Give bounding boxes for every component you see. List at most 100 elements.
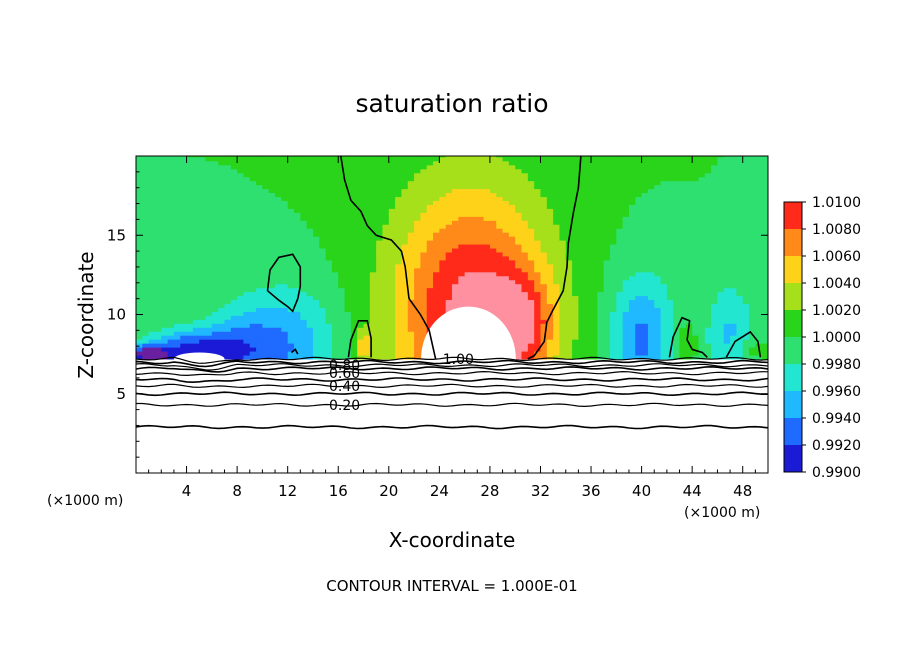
heatmap-cell [597,287,605,293]
heatmap-cell [148,255,156,261]
heatmap-cell [414,295,421,301]
heatmap-cell [376,343,384,348]
heatmap-cell [546,255,554,261]
heatmap-cell [502,232,510,237]
heatmap-cell [679,164,687,170]
heatmap-cell [344,259,352,265]
heatmap-cell [230,354,238,360]
heatmap-cell [515,303,523,308]
heatmap-cell [167,279,175,285]
heatmap-cell [521,164,529,170]
heatmap-cell [338,196,346,201]
heatmap-cell [268,335,276,340]
heatmap-cell [186,263,194,269]
heatmap-cell [161,208,169,213]
heatmap-cell [515,184,523,190]
heatmap-cell [534,327,542,332]
heatmap-cell [679,331,687,336]
heatmap-cell [742,323,750,328]
heatmap-cell [685,243,693,249]
heatmap-cell [338,204,346,209]
heatmap-cell [534,216,542,221]
heatmap-cell [584,180,592,186]
heatmap-cell [180,263,188,269]
heatmap-cell [312,192,320,198]
heatmap-cell [369,267,377,273]
heatmap-cell [616,339,624,344]
heatmap-cell [553,180,561,186]
heatmap-cell [306,335,314,340]
heatmap-cell [287,196,295,201]
heatmap-cell [218,164,226,170]
heatmap-cell [698,216,706,221]
heatmap-cell [161,339,169,344]
heatmap-cell [414,291,421,297]
heatmap-cell [591,287,598,293]
heatmap-cell [382,323,390,328]
heatmap-cell [275,279,282,285]
heatmap-cell [300,243,308,249]
heatmap-cell [477,196,485,201]
heatmap-cell [205,303,213,308]
heatmap-cell [148,192,156,198]
heatmap-cell [749,188,756,194]
heatmap-cell [452,172,459,178]
heatmap-cell [192,255,200,261]
heatmap-cell [736,220,744,225]
heatmap-cell [167,346,175,352]
heatmap-cell [546,196,554,201]
heatmap-cell [730,323,737,328]
heatmap-cell [749,283,756,289]
heatmap-cell [173,307,181,312]
heatmap-cell [742,240,750,245]
heatmap-cell [439,259,447,265]
heatmap-cell [420,323,428,328]
heatmap-cell [553,295,561,301]
heatmap-cell [673,335,681,340]
heatmap-cell [192,331,200,336]
heatmap-cell [742,224,750,229]
heatmap-cell [407,243,415,249]
heatmap-cell [749,184,756,190]
heatmap-cell [369,271,377,277]
heatmap-cell [395,279,403,285]
heatmap-cell [641,335,649,340]
heatmap-cell [186,228,194,233]
heatmap-cell [591,180,598,186]
heatmap-cell [300,204,308,209]
heatmap-cell [186,224,194,229]
heatmap-cell [294,283,301,289]
heatmap-cell [445,160,453,166]
heatmap-cell [161,259,169,265]
heatmap-cell [685,188,693,194]
heatmap-cell [369,208,377,213]
heatmap-cell [268,303,276,308]
heatmap-cell [331,299,339,304]
heatmap-cell [483,224,491,229]
heatmap-cell [458,184,466,190]
heatmap-cell [641,311,649,316]
heatmap-cell [761,164,768,170]
heatmap-cell [717,343,725,348]
heatmap-cell [237,307,245,312]
heatmap-cell [249,287,257,293]
heatmap-cell [622,228,630,233]
heatmap-cell [635,204,643,209]
heatmap-cell [363,303,371,308]
heatmap-cell [268,259,276,265]
heatmap-cell [154,160,162,166]
heatmap-cell [401,236,409,241]
heatmap-cell [154,307,162,312]
heatmap-cell [597,267,605,273]
heatmap-cell [211,236,219,241]
heatmap-cell [723,279,731,285]
heatmap-cell [527,160,535,166]
heatmap-cell [666,295,674,301]
heatmap-cell [597,216,605,221]
heatmap-cell [344,335,352,340]
heatmap-cell [319,267,327,273]
heatmap-cell [464,228,472,233]
heatmap-cell [325,204,333,209]
heatmap-cell [300,160,308,166]
heatmap-cell [679,243,687,249]
